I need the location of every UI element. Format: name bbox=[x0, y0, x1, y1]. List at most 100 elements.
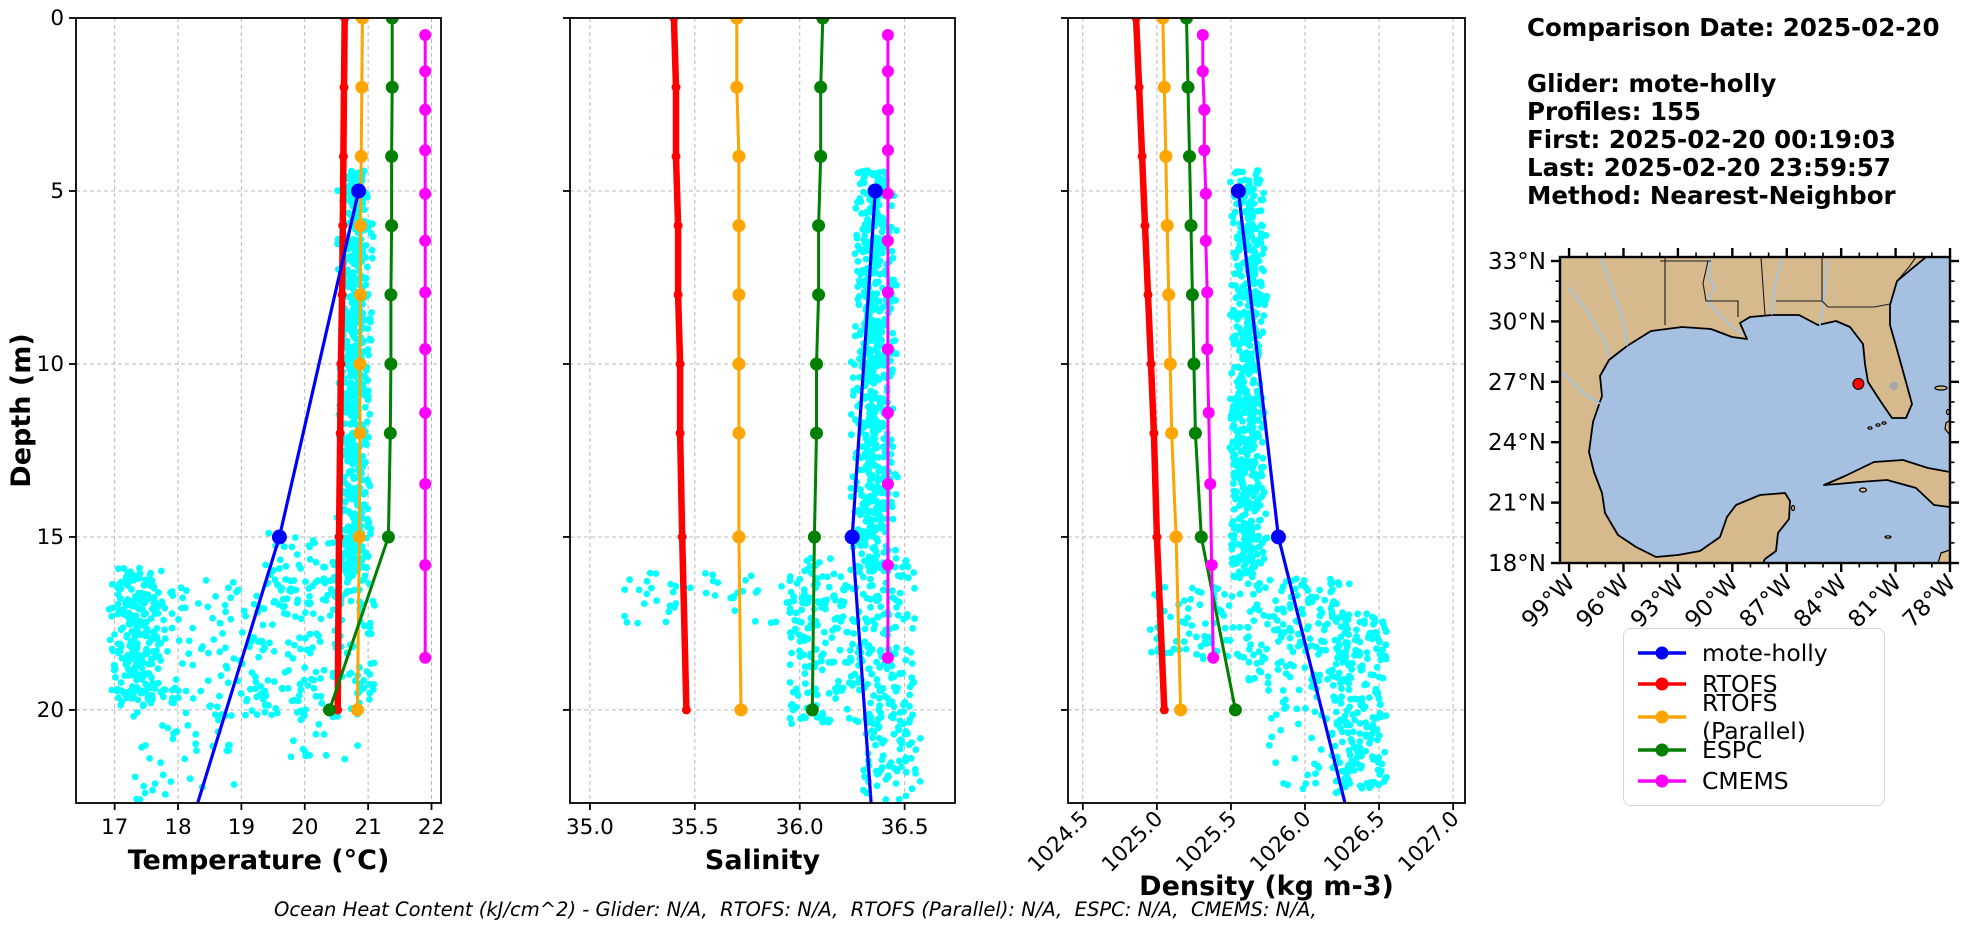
map-lon-label: 93°W bbox=[1626, 570, 1689, 633]
x-axis-label: Salinity bbox=[705, 845, 821, 876]
map-lat-label: 18°N bbox=[1488, 551, 1546, 577]
profile-chart-2: 1024.5 1025.0 1025.5 1026.0 1026.5 1027.0Dens… bbox=[1023, 17, 1466, 902]
series-CMEMS bbox=[1196, 29, 1220, 664]
method: Method: Nearest-Neighbor bbox=[1527, 181, 1896, 210]
profile-chart-1: 35.0 35.5 36.0 36.5 Salinity bbox=[563, 17, 956, 876]
x-axis-label: Density (kg m-3) bbox=[1139, 871, 1394, 902]
map-state-borders bbox=[1660, 257, 1917, 325]
map-frame bbox=[1558, 255, 1952, 565]
map-geography bbox=[1560, 257, 1950, 563]
series-mote-holly bbox=[844, 183, 883, 804]
legend-line-marker-swatch bbox=[1638, 646, 1686, 660]
series-mote-holly bbox=[196, 183, 367, 804]
x-tick-label: 36.0 bbox=[776, 815, 824, 840]
map-lat-label: 21°N bbox=[1488, 491, 1546, 517]
y-tick-label: 5 bbox=[50, 179, 64, 204]
series-glider-scatter bbox=[621, 167, 924, 803]
x-tick-label: 18 bbox=[164, 815, 191, 840]
legend-label: CMEMS bbox=[1702, 767, 1789, 796]
map-florida-keys bbox=[1881, 421, 1887, 425]
legend-label: RTOFS bbox=[1702, 670, 1778, 699]
legend-line-marker-swatch bbox=[1638, 743, 1686, 757]
y-tick-label: 15 bbox=[37, 525, 64, 550]
map-lat-label: 33°N bbox=[1488, 249, 1546, 275]
map-lon-label: 96°W bbox=[1571, 570, 1634, 633]
map-florida-keys bbox=[1867, 426, 1873, 430]
series-glider-scatter bbox=[1146, 167, 1390, 797]
x-tick-label: 1024.5 bbox=[1023, 807, 1094, 878]
map-florida-keys bbox=[1875, 423, 1881, 427]
x-tick-label: 19 bbox=[228, 815, 255, 840]
map-lon-label: 99°W bbox=[1517, 570, 1580, 633]
map-land-andros bbox=[1944, 419, 1950, 436]
profile-chart-0: 17 18 19 20 21 22 0 5 10 15 20 Temperature (°C) Dept… bbox=[6, 6, 445, 876]
series-RTOFS (Parallel) bbox=[350, 17, 369, 717]
map-land-jamaica bbox=[1937, 549, 1950, 563]
glider-location-marker bbox=[1852, 377, 1865, 390]
series-ESPC bbox=[323, 17, 399, 717]
last-profile-time: Last: 2025-02-20 23:59:57 bbox=[1527, 153, 1891, 182]
comparison-date: Comparison Date: 2025-02-20 bbox=[1527, 13, 1940, 42]
map-lon-label: 78°W bbox=[1898, 570, 1961, 633]
x-tick-label: 20 bbox=[291, 815, 318, 840]
legend-item-rtofs-parallel-: RTOFS (Parallel) bbox=[1636, 689, 1884, 745]
x-tick-label: 1025.5 bbox=[1171, 807, 1242, 878]
series-RTOFS (Parallel) bbox=[730, 17, 748, 717]
map-land-cozumel bbox=[1790, 504, 1796, 512]
series-mote-holly bbox=[1230, 183, 1347, 804]
legend-line-marker-swatch bbox=[1638, 710, 1686, 724]
plot-area bbox=[1131, 17, 1390, 804]
profiles-count: Profiles: 155 bbox=[1527, 97, 1702, 126]
x-tick-label: 21 bbox=[354, 815, 381, 840]
series-CMEMS bbox=[881, 29, 894, 664]
legend-label: mote-holly bbox=[1702, 638, 1828, 667]
glider-name: Glider: mote-holly bbox=[1527, 69, 1777, 98]
x-tick-label: 36.5 bbox=[881, 815, 929, 840]
legend-item-mote-holly: mote-holly bbox=[1636, 637, 1884, 669]
x-axis-label: Temperature (°C) bbox=[128, 845, 390, 876]
map-land-cayman bbox=[1884, 535, 1892, 539]
map-lon-label: 81°W bbox=[1844, 570, 1907, 633]
legend-item-cmems: CMEMS bbox=[1636, 766, 1884, 798]
x-tick-label: 1025.0 bbox=[1097, 807, 1168, 878]
first-profile-time: First: 2025-02-20 00:19:03 bbox=[1527, 125, 1896, 154]
map-lat-label: 24°N bbox=[1488, 430, 1546, 456]
map-rivers bbox=[1560, 257, 1829, 405]
legend: mote-holly RTOFS RTOFS (Parallel) ESPC CMEMS bbox=[1623, 628, 1885, 806]
x-tick-label: 35.0 bbox=[566, 815, 614, 840]
series-RTOFS (Parallel) bbox=[1156, 17, 1188, 717]
series-ESPC bbox=[805, 17, 830, 717]
ocean-heat-content-footer: Ocean Heat Content (kJ/cm^2) - Glider: N… bbox=[274, 898, 1317, 921]
map-lat-label: 27°N bbox=[1488, 370, 1546, 396]
map-lake-okeechobee bbox=[1889, 381, 1899, 391]
legend-item-rtofs: RTOFS bbox=[1636, 669, 1884, 701]
map-lon-label: 87°W bbox=[1735, 570, 1798, 633]
map-land-mainland bbox=[1560, 257, 1927, 563]
y-tick-label: 20 bbox=[37, 698, 64, 723]
legend-label: RTOFS (Parallel) bbox=[1702, 689, 1806, 745]
y-axis-label: Depth (m) bbox=[6, 333, 37, 487]
legend-line-marker-swatch bbox=[1638, 677, 1686, 691]
x-tick-label: 17 bbox=[101, 815, 128, 840]
y-tick-label: 10 bbox=[37, 352, 64, 377]
legend-label: ESPC bbox=[1702, 735, 1763, 764]
map-land-cuba bbox=[1823, 459, 1950, 508]
series-CMEMS bbox=[419, 29, 432, 664]
map-land-isla-juventud bbox=[1858, 487, 1868, 493]
series-ESPC bbox=[1180, 17, 1242, 717]
info-block: Comparison Date: 2025-02-20 Glider: mote… bbox=[1527, 14, 1957, 210]
x-tick-label: 22 bbox=[418, 815, 445, 840]
series-RTOFS bbox=[1131, 17, 1169, 715]
x-tick-label: 35.5 bbox=[671, 815, 719, 840]
x-tick-label: 1026.5 bbox=[1319, 807, 1390, 878]
profile-charts: 17 18 19 20 21 22 0 5 10 15 20 Temperature (°C) Dept… bbox=[6, 6, 1466, 902]
map-lat-label: 30°N bbox=[1488, 309, 1546, 335]
x-tick-label: 1026.0 bbox=[1245, 807, 1316, 878]
map-lon-label: 90°W bbox=[1680, 570, 1743, 633]
x-tick-label: 1027.0 bbox=[1394, 807, 1465, 878]
plot-area bbox=[621, 17, 924, 804]
legend-item-espc: ESPC bbox=[1636, 734, 1884, 766]
gulf-of-mexico-map: 18°N 21°N 24°N 27°N 30°N 33°N 99°W96°W93°W90°W… bbox=[1488, 248, 1961, 633]
